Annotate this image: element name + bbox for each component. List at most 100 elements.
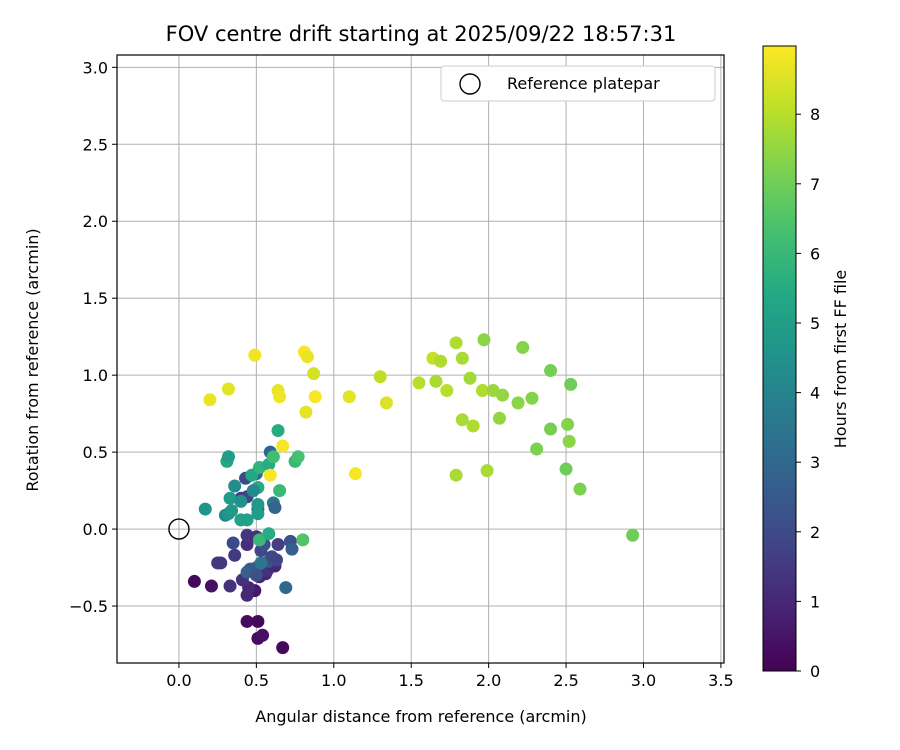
- y-tick-label: 2.0: [83, 212, 108, 231]
- scatter-point: [480, 464, 494, 478]
- scatter-point: [204, 579, 218, 593]
- scatter-point: [544, 422, 558, 436]
- colorbar-tick-label: 8: [810, 105, 820, 124]
- scatter-point: [434, 354, 448, 368]
- scatter-point: [214, 556, 228, 570]
- scatter-point: [564, 377, 578, 391]
- x-axis-ticks: 0.0 0.5 1.0 1.5 2.0 2.5 3.0 3.5: [166, 663, 734, 690]
- scatter-point: [496, 388, 510, 402]
- scatter-point: [455, 413, 469, 427]
- scatter-point: [348, 467, 362, 481]
- scatter-point: [516, 340, 530, 354]
- colorbar-ticks: 0 1 2 3 4 5 6 7 8: [796, 105, 820, 681]
- scatter-point: [226, 536, 240, 550]
- scatter-point: [266, 450, 280, 464]
- scatter-point: [225, 504, 239, 518]
- y-axis-label: Rotation from reference (arcmin): [23, 228, 42, 491]
- scatter-point: [276, 641, 290, 655]
- scatter-point: [228, 548, 242, 562]
- reference-marker: [168, 518, 190, 540]
- y-tick-label: 0.5: [83, 443, 108, 462]
- x-tick-label: 2.5: [553, 671, 578, 690]
- scatter-point: [262, 527, 276, 541]
- legend: Reference platepar: [440, 65, 716, 102]
- scatter-point: [234, 494, 248, 508]
- scatter-point: [299, 405, 313, 419]
- scatter-point: [379, 396, 393, 410]
- scatter-point: [291, 450, 305, 464]
- scatter-point: [198, 502, 212, 516]
- scatter-point: [256, 628, 270, 642]
- x-tick-label: 1.0: [321, 671, 346, 690]
- scatter-point: [249, 568, 263, 582]
- scatter-point: [203, 393, 217, 407]
- scatter-point: [412, 376, 426, 390]
- scatter-point: [221, 382, 235, 396]
- scatter-point: [308, 390, 322, 404]
- colorbar-tick-label: 4: [810, 384, 820, 403]
- scatter-point: [285, 542, 299, 556]
- colorbar-tick-label: 3: [810, 453, 820, 472]
- scatter-point: [221, 450, 235, 464]
- x-tick-label: 0.5: [244, 671, 269, 690]
- reference-point: [168, 518, 190, 540]
- scatter-point: [511, 396, 525, 410]
- scatter-point: [279, 581, 293, 595]
- scatter-point: [228, 479, 242, 493]
- scatter-point: [251, 614, 265, 628]
- scatter-point: [240, 537, 254, 551]
- grid: [117, 55, 724, 663]
- data-points: [187, 333, 640, 655]
- colorbar-tick-label: 7: [810, 175, 820, 194]
- chart-title: FOV centre drift starting at 2025/09/22 …: [166, 22, 677, 46]
- scatter-point: [223, 579, 237, 593]
- scatter-point: [449, 468, 463, 482]
- scatter-point: [268, 501, 282, 515]
- y-tick-label: 2.5: [83, 135, 108, 154]
- legend-label: Reference platepar: [507, 74, 660, 93]
- scatter-point: [252, 533, 266, 547]
- scatter-point: [463, 371, 477, 385]
- x-tick-label: 1.5: [398, 671, 423, 690]
- scatter-point: [276, 439, 290, 453]
- scatter-point: [455, 351, 469, 365]
- colorbar-tick-label: 2: [810, 523, 820, 542]
- scatter-point: [271, 537, 285, 551]
- x-tick-label: 3.5: [708, 671, 733, 690]
- scatter-point: [271, 424, 285, 438]
- scatter-point: [234, 513, 248, 527]
- scatter-point: [466, 419, 480, 433]
- scatter-point: [273, 484, 287, 498]
- scatter-point: [562, 434, 576, 448]
- y-tick-label: 1.5: [83, 289, 108, 308]
- scatter-point: [440, 384, 454, 398]
- scatter-point: [263, 468, 277, 482]
- scatter-point: [559, 462, 573, 476]
- scatter-point: [269, 553, 283, 567]
- plot-frame: [116, 54, 725, 664]
- scatter-point: [251, 507, 265, 521]
- y-axis-ticks: −0.5 0.0 0.5 1.0 1.5 2.0 2.5 3.0: [69, 58, 117, 616]
- scatter-point: [251, 497, 265, 511]
- scatter-point: [248, 348, 262, 362]
- scatter-point: [429, 374, 443, 388]
- colorbar-label: Hours from first FF file: [831, 270, 850, 449]
- colorbar-tick-label: 1: [810, 592, 820, 611]
- scatter-point: [544, 364, 558, 378]
- scatter-point: [187, 574, 201, 588]
- scatter-point: [530, 442, 544, 456]
- legend-marker-icon: [459, 73, 481, 95]
- colorbar: 0 1 2 3 4 5 6 7 8 Hours from first FF file: [762, 45, 850, 681]
- scatter-point: [492, 411, 506, 425]
- x-axis-label: Angular distance from reference (arcmin): [255, 707, 586, 726]
- colorbar-tick-label: 0: [810, 662, 820, 681]
- scatter-point: [240, 588, 254, 602]
- x-tick-label: 3.0: [631, 671, 656, 690]
- scatter-point: [475, 384, 489, 398]
- scatter-point: [373, 370, 387, 384]
- colorbar-tick-label: 6: [810, 244, 820, 263]
- y-tick-label: 0.0: [83, 520, 108, 539]
- scatter-point: [254, 556, 268, 570]
- scatter-point: [525, 391, 539, 405]
- x-tick-label: 2.0: [476, 671, 501, 690]
